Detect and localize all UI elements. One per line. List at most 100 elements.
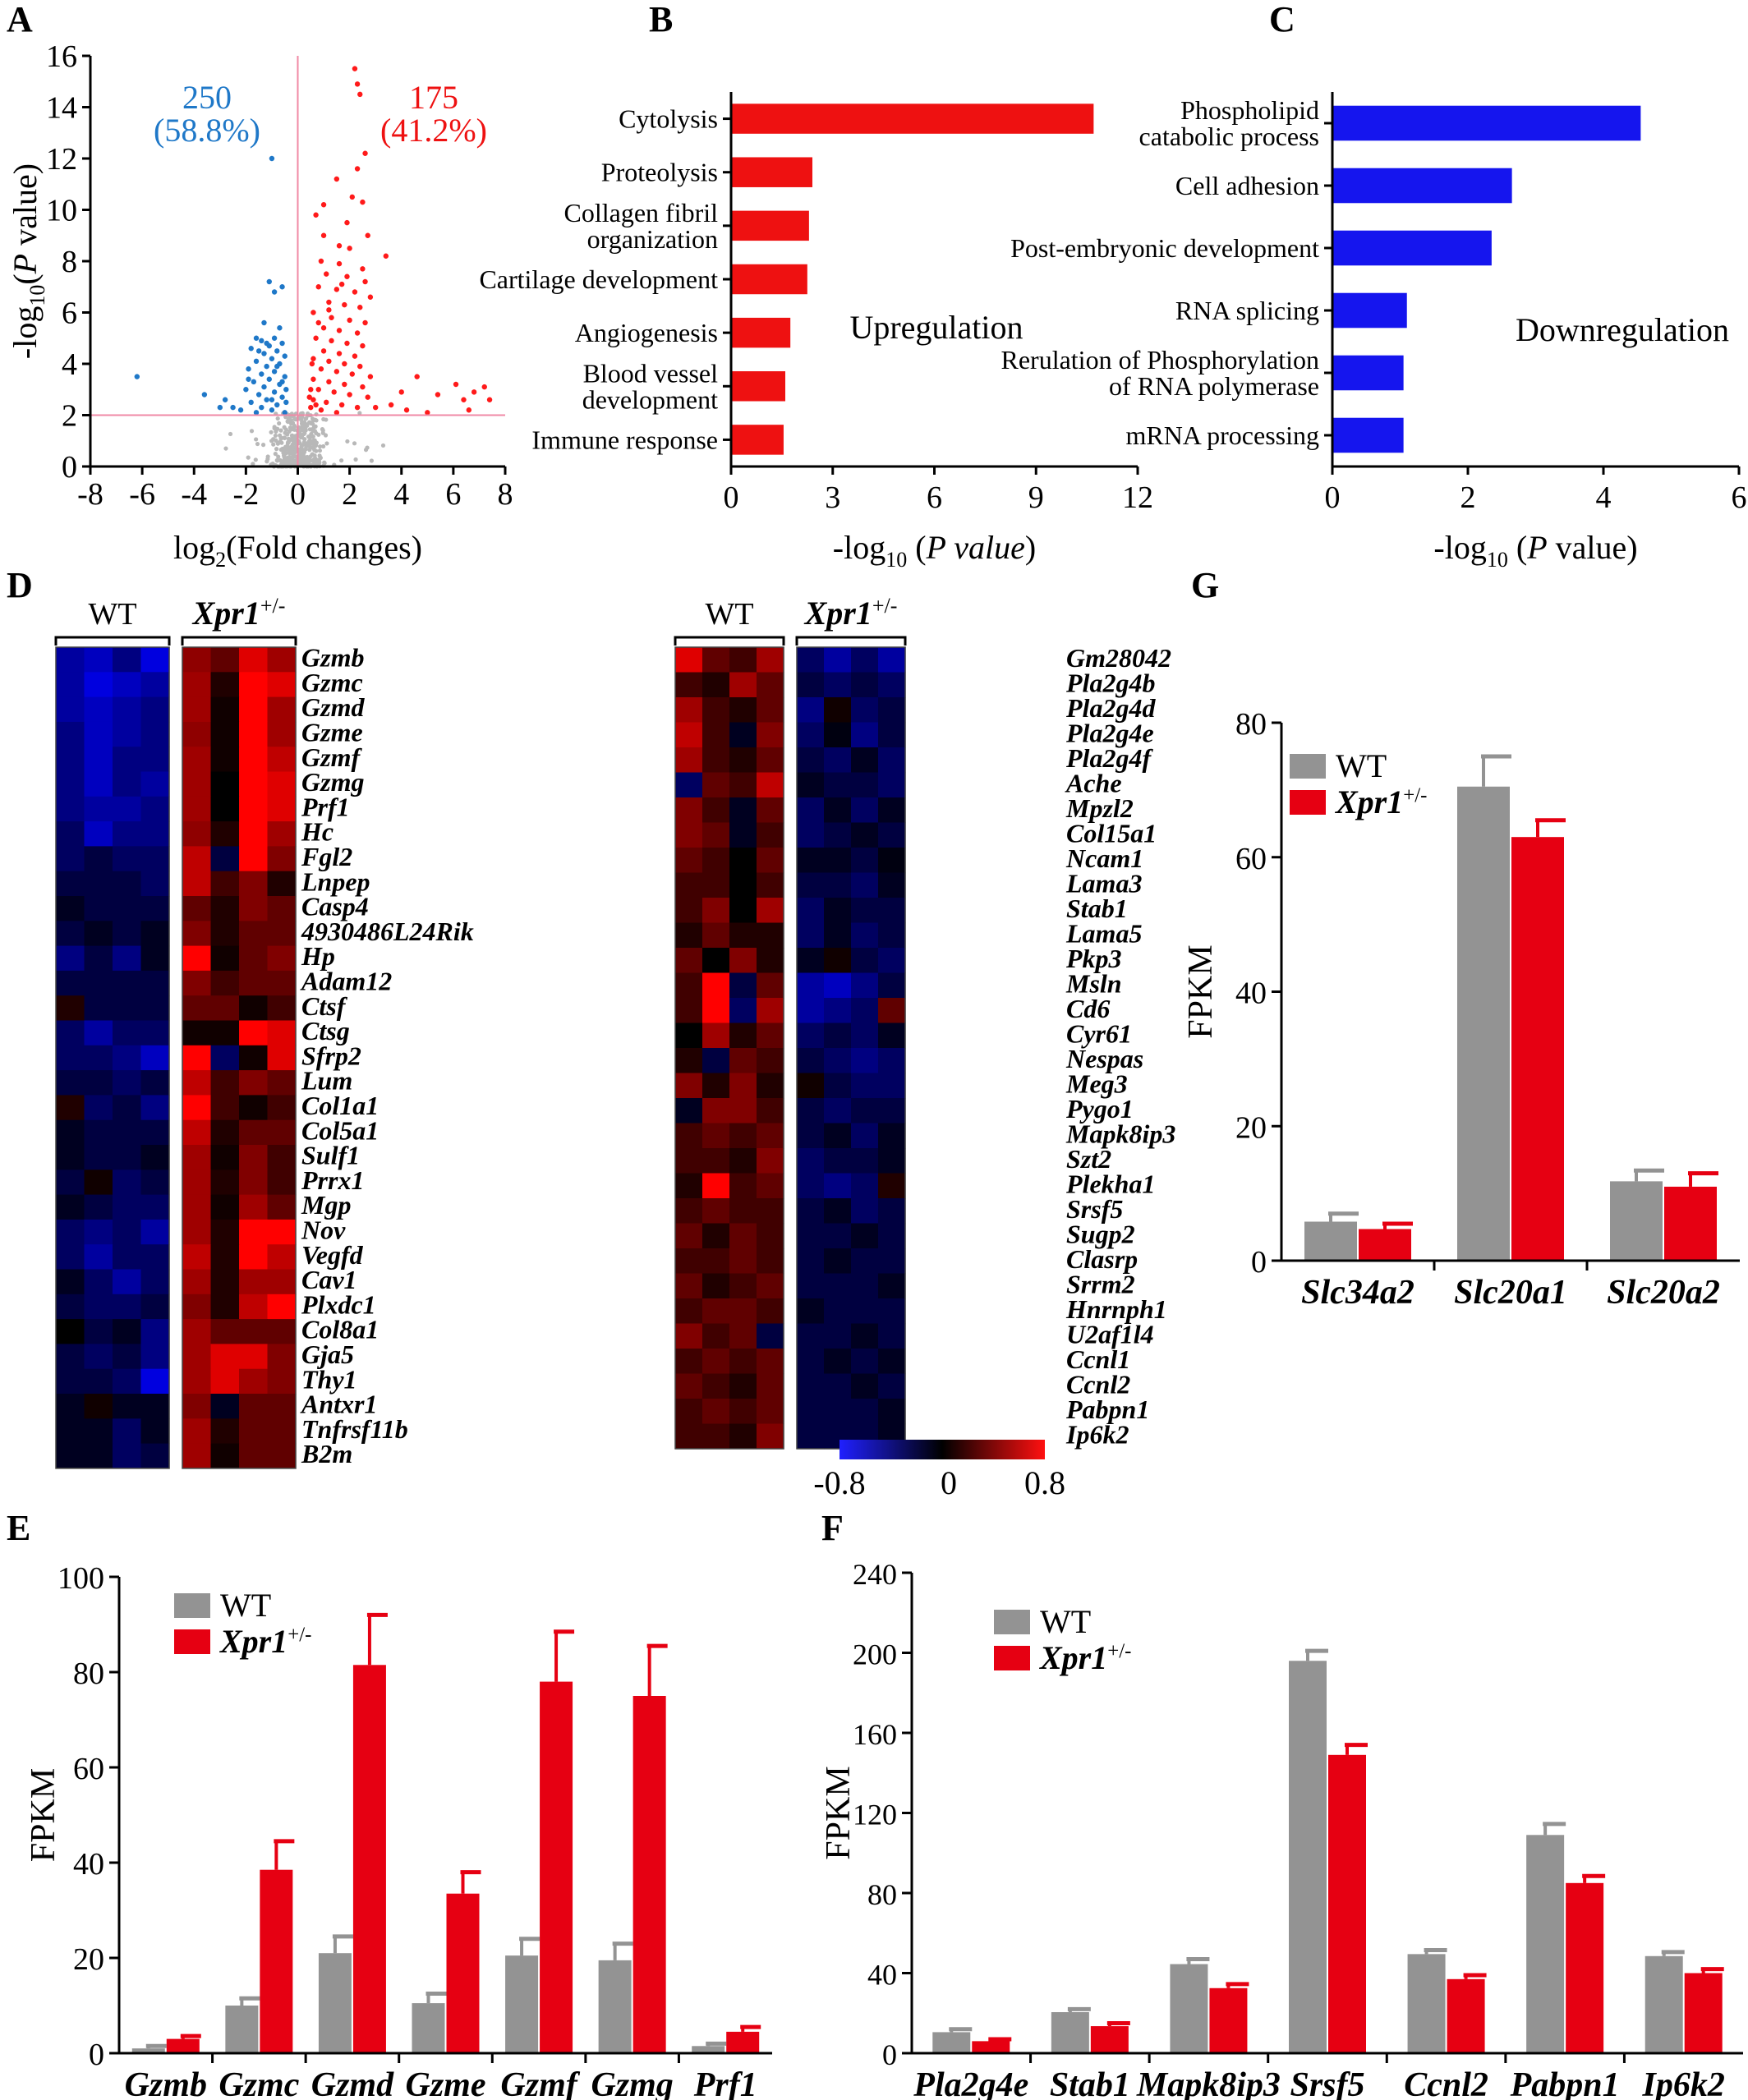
gene-label: Pla2g4b (1065, 668, 1155, 697)
heatmap-right-cell (729, 1098, 757, 1124)
go-term-line: organization (587, 224, 718, 254)
heatmap-right-cell (675, 872, 703, 898)
down-point (251, 379, 257, 385)
category-label: Pabpn1 (1510, 2066, 1620, 2100)
category-label: Stab1 (1050, 2066, 1130, 2100)
heatmap-left-cell (140, 1020, 170, 1046)
up-point (331, 389, 337, 395)
heatmap-left-cell (113, 945, 142, 972)
heatmap-left-cell (84, 1294, 113, 1320)
x-axis-title-open: ( (1508, 529, 1527, 566)
gene-label: Adam12 (300, 967, 392, 996)
x-axis-title-text: log (173, 529, 215, 566)
go-term-line: Collagen fibril (564, 198, 718, 227)
legend-wt-label: WT (1040, 1603, 1091, 1640)
x-tick-label: 0 (724, 480, 739, 515)
heatmap-left-cell (210, 1244, 240, 1271)
heatmap-left-cell (56, 1319, 85, 1344)
up-point (347, 246, 352, 251)
legend-ko-label: Xpr1+/- (1038, 1639, 1131, 1676)
heatmap-right-cell (702, 1173, 730, 1199)
heatmap-right-cell (729, 848, 757, 874)
x-tick-label: 9 (1028, 480, 1044, 515)
ns-point (317, 448, 323, 453)
heatmap-right-cell (675, 1098, 703, 1124)
ko-bar (166, 2038, 200, 2053)
heatmap-left-cell (182, 1095, 212, 1121)
legend-ko-label: Xpr1+/- (218, 1623, 311, 1660)
heatmap-right-cell (675, 1148, 703, 1174)
heatmap-left-cell (56, 1045, 85, 1071)
heatmap-left-cell (239, 1269, 269, 1295)
heatmap-left-cell (210, 1368, 240, 1395)
heatmap-right-cell (729, 797, 757, 824)
panel-label-e: E (7, 1508, 30, 1548)
heatmap-left-cell (56, 672, 85, 698)
group-label-wt: WT (88, 597, 136, 632)
heatmap-right-cell (729, 672, 757, 698)
heatmap-left-cell (267, 1344, 297, 1370)
gene-label: Cav1 (301, 1265, 357, 1294)
heatmap-right-cell (675, 672, 703, 698)
group-label-ko: Xpr1+/- (803, 594, 898, 632)
heatmap-right-cell (824, 797, 852, 824)
ns-point (345, 439, 350, 444)
heatmap-right-cell (675, 797, 703, 824)
heatmap-right-cell (824, 1323, 852, 1349)
heatmap-right-cell (851, 972, 879, 999)
go-term-label: Proteolysis (601, 158, 718, 187)
gene-label: Prrx1 (301, 1165, 364, 1195)
y-tick-label: 40 (867, 1959, 897, 1992)
heatmap-right-cell (851, 797, 879, 824)
gene-label: Gzmb (301, 643, 364, 673)
heatmap-left-cell (56, 846, 85, 872)
heatmap-right-cell (851, 1198, 879, 1225)
heatmap-right-cell (729, 1148, 757, 1174)
heatmap-right-cell (851, 1098, 879, 1124)
ns-point (282, 454, 287, 459)
category-label: Gzme (406, 2066, 486, 2100)
gene-label: Casp4 (301, 892, 369, 921)
heatmap-right-cell (675, 948, 703, 974)
gene-label: Pla2g4e (1065, 718, 1154, 747)
heatmap-left-cell (239, 871, 269, 897)
gene-label: Vegfd (301, 1240, 364, 1270)
gene-label: Gja5 (301, 1339, 354, 1369)
ns-point (301, 451, 306, 456)
heatmap-right-cell (729, 1298, 757, 1325)
heatmap-left-cell (56, 721, 85, 747)
gene-label: Prf1 (301, 792, 350, 821)
x-axis-title: -log10 (P value) (833, 529, 1036, 572)
go-term-line: Blood vessel (583, 358, 719, 388)
heatmap-right-cell (797, 1022, 825, 1049)
down-point (253, 335, 260, 341)
heatmap-right-cell (824, 848, 852, 874)
gene-label: Col8a1 (301, 1315, 379, 1344)
y-axis-title-tail: value) (7, 163, 44, 254)
gene-label: Mgp (301, 1190, 351, 1220)
color-scale-bar (840, 1440, 1045, 1459)
heatmap-left-cell (113, 1020, 142, 1046)
heatmap-right-cell (729, 1399, 757, 1425)
heatmap-right-cell (675, 1399, 703, 1425)
up-point (466, 407, 472, 413)
heatmap-left-cell (210, 1418, 240, 1445)
heatmap-left-cell (113, 1169, 142, 1196)
heatmap-right-cell (878, 1098, 906, 1124)
ns-point (353, 457, 358, 462)
heatmap-right-cell (702, 1273, 730, 1299)
heatmap-right-cell (702, 822, 730, 848)
ns-point (317, 453, 322, 458)
heatmap-left-cell (267, 1194, 297, 1220)
ns-point (310, 458, 315, 463)
up-point (388, 402, 394, 408)
ns-point (293, 417, 298, 422)
group-label-ko: Xpr1+/- (191, 594, 286, 632)
up-point (313, 402, 319, 408)
ns-point (363, 448, 369, 453)
heatmap-right-cell (702, 1223, 730, 1249)
heatmap-left-cell (56, 696, 85, 723)
heatmap-left-cell (210, 1319, 240, 1344)
heatmap-right-cell (851, 848, 879, 874)
down-point (282, 353, 288, 359)
